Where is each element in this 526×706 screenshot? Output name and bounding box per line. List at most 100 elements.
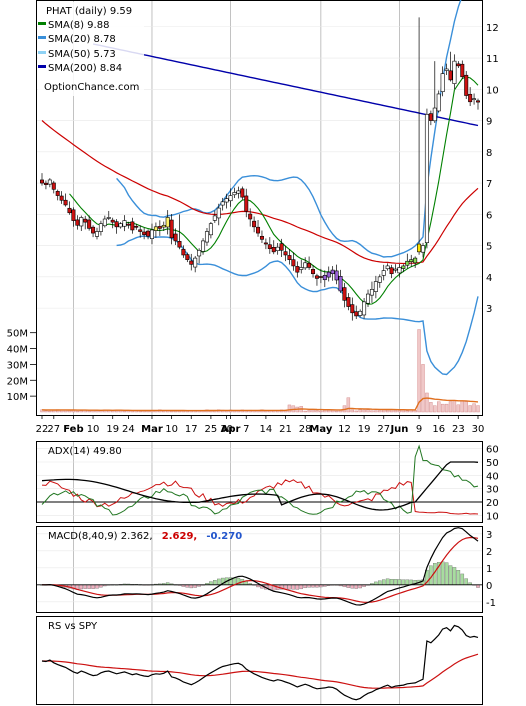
candle-body: [161, 224, 166, 228]
volume-bar: [417, 329, 421, 413]
macd-signal-value: 2.629,: [162, 531, 197, 542]
volume-tick-label: 30M: [7, 360, 28, 371]
candle-body: [67, 207, 72, 214]
volume-bar: [358, 409, 362, 413]
macd-histogram-bar: [385, 578, 390, 585]
price-tick-label: 8: [486, 148, 492, 159]
rs-panel-frame: [36, 616, 483, 705]
adx-tick-label: 40: [486, 471, 499, 482]
candle-body: [456, 63, 461, 67]
candle-body: [413, 257, 418, 264]
candle-body: [63, 199, 68, 206]
volume-bar: [75, 410, 80, 413]
adx-tick-label: 50: [486, 458, 499, 469]
macd-panel-frame: [36, 526, 483, 613]
volume-bar: [472, 403, 476, 413]
candle-body: [201, 240, 206, 252]
candle-body: [475, 100, 480, 103]
candle-body: [220, 201, 225, 206]
candle-body: [138, 229, 143, 232]
macd-histogram-bar: [381, 579, 386, 585]
candle-body: [369, 289, 374, 296]
volume-bar: [48, 410, 52, 413]
candle-body: [244, 195, 249, 212]
legend-background: [38, 2, 144, 96]
macd-tick-label: 1: [486, 564, 492, 575]
volume-tick-label: 20M: [7, 376, 28, 387]
candle-body: [358, 310, 363, 316]
price-legend: PHAT (daily) 9.59 SMA(8) 9.88 SMA(20) 8.…: [38, 2, 144, 96]
macd-histogram-bar: [393, 579, 398, 585]
price-tick-label: 10: [486, 85, 499, 96]
volume-average-line: [41, 397, 479, 412]
adx-lines: [37, 444, 482, 516]
macd-histogram-bar: [460, 573, 465, 585]
candle-body: [464, 74, 469, 96]
x-tick-label: Mar: [141, 424, 163, 435]
volume-bar: [429, 402, 433, 413]
candle-body: [94, 231, 99, 237]
candle-body: [224, 198, 229, 203]
candle-body: [87, 219, 92, 229]
candle-body: [440, 73, 445, 92]
price-tick-label: 4: [486, 273, 492, 284]
legend-sma200: SMA(200) 8.84: [48, 63, 122, 74]
candle-body: [118, 223, 123, 228]
candle-body: [181, 248, 186, 256]
x-tick-label: 21: [279, 424, 292, 435]
x-tick-label: 28: [299, 424, 312, 435]
macd-histogram-bar: [287, 584, 292, 590]
volume-bar: [425, 392, 429, 413]
candle-body: [248, 213, 253, 220]
candle-body: [91, 226, 96, 234]
candle-body: [389, 267, 394, 275]
y-tick-labels: 345678910111210M20M30M40M50M102030405060…: [7, 23, 499, 609]
rs-lines: [41, 624, 479, 701]
volume-bar: [433, 405, 437, 413]
volume-bar: [334, 410, 339, 413]
candle-body: [460, 63, 465, 78]
candle-body: [279, 243, 284, 251]
candle-body: [405, 260, 410, 266]
candle-body: [169, 219, 174, 239]
volume-bar: [448, 401, 453, 413]
x-tick-label: 19: [106, 424, 119, 435]
volume-bar: [307, 410, 311, 413]
price-tick-label: 9: [486, 117, 492, 128]
candle-body: [59, 195, 64, 201]
adx-title: ADX(14) 49.80: [48, 446, 122, 457]
candle-body: [397, 267, 402, 274]
bollinger-upper: [116, 0, 462, 258]
volume-bar: [323, 410, 327, 413]
volume-bar: [311, 409, 315, 413]
candle-body: [208, 223, 213, 236]
macd-histogram-bar: [405, 579, 410, 585]
price-tick-label: 7: [486, 179, 492, 190]
candle-body: [185, 254, 190, 260]
candle-body: [350, 304, 355, 314]
candle-body: [267, 244, 272, 250]
macd-histogram-bar: [397, 579, 402, 585]
candle-body: [428, 113, 433, 121]
price-tick-label: 12: [486, 23, 499, 34]
volume-bar: [468, 405, 472, 413]
macd-histogram-value: -0.270: [206, 531, 242, 542]
volume-bar: [393, 410, 398, 413]
volume-bars: [40, 329, 480, 413]
volume-bar: [405, 410, 409, 413]
x-tick-label: 23: [452, 424, 465, 435]
macd-histogram-bar: [193, 584, 197, 588]
macd-histogram-bar: [303, 584, 307, 589]
volume-tick-label: 10M: [7, 392, 28, 403]
volume-bar: [440, 403, 445, 413]
candle-body: [303, 262, 308, 269]
macd-lines: [37, 527, 482, 606]
x-tick-label: 14: [260, 424, 273, 435]
adx-line: [41, 461, 479, 511]
price-tick-label: 3: [486, 304, 492, 315]
macd-histogram-bar: [299, 584, 303, 590]
macd-histogram-bar: [217, 578, 221, 585]
x-tick-label: 27: [377, 424, 390, 435]
x-tick-label: 16: [432, 424, 445, 435]
candle-body: [295, 266, 300, 273]
